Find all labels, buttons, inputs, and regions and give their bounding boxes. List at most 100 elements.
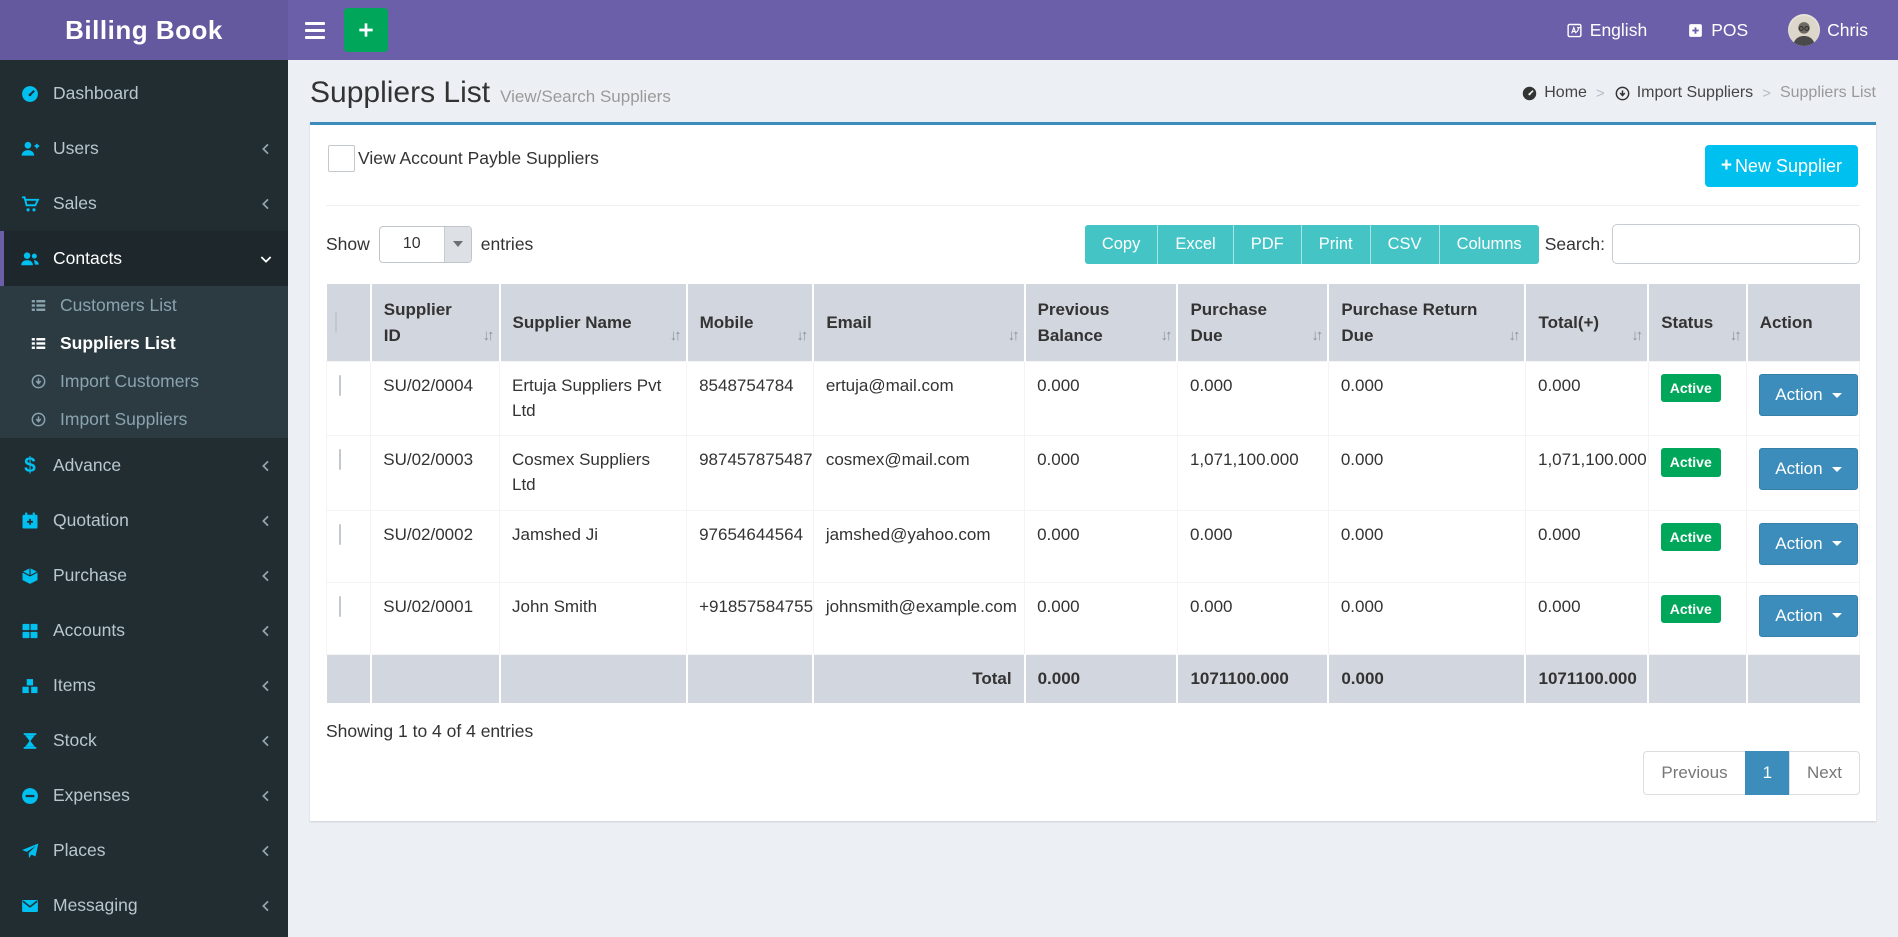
sidebar-item-import-customers[interactable]: Import Customers xyxy=(0,362,288,400)
sidebar-item-label: Places xyxy=(53,840,106,860)
top-navbar: Billing Book English POS xyxy=(0,0,1898,60)
page-title-wrap: Suppliers List View/Search Suppliers xyxy=(310,76,671,110)
select-all-checkbox[interactable] xyxy=(334,311,337,333)
print-button[interactable]: Print xyxy=(1301,224,1371,264)
sidebar-item-sales[interactable]: Sales xyxy=(0,176,288,231)
paper-plane-icon xyxy=(22,843,39,858)
csv-button[interactable]: CSV xyxy=(1370,224,1440,264)
sidebar-item-contacts[interactable]: Contacts xyxy=(0,231,288,286)
pos-button[interactable]: POS xyxy=(1687,20,1748,41)
entries-label: entries xyxy=(480,233,534,254)
table-info: Showing 1 to 4 of 4 entries xyxy=(326,720,534,741)
action-dropdown-button[interactable]: Action xyxy=(1759,522,1858,565)
cell-email: ertuja@mail.com xyxy=(812,360,1026,437)
sidebar-item-suppliers-list[interactable]: Suppliers List xyxy=(0,324,288,362)
sidebar-item-items[interactable]: Items xyxy=(0,658,288,713)
search-input[interactable] xyxy=(1612,224,1860,264)
sidebar-item-dashboard[interactable]: Dashboard xyxy=(0,66,288,121)
list-icon xyxy=(31,299,46,311)
sidebar-item-advance[interactable]: $ Advance xyxy=(0,438,288,493)
cell-purchase-due: 0.000 xyxy=(1176,509,1329,583)
column-header-status[interactable]: Status ↓↑ xyxy=(1648,284,1748,362)
column-header-mobile[interactable]: Mobile ↓↑ xyxy=(686,284,815,362)
column-header-purchase-due[interactable]: Purchase Due ↓↑ xyxy=(1177,284,1330,362)
sidebar-item-stock[interactable]: Stock xyxy=(0,713,288,768)
breadcrumb-home[interactable]: Home xyxy=(1521,84,1587,102)
sidebar-item-expenses[interactable]: Expenses xyxy=(0,768,288,823)
cell-email: johnsmith@example.com xyxy=(812,581,1026,655)
content-area: Suppliers List View/Search Suppliers Home… xyxy=(288,60,1898,937)
breadcrumb-current: Suppliers List xyxy=(1779,84,1876,101)
cell-mobile: +91857584755 xyxy=(686,581,814,655)
sidebar-item-quotation[interactable]: Quotation xyxy=(0,493,288,548)
cell-purchase-return-due: 0.000 xyxy=(1327,360,1526,437)
cell-supplier-name: John Smith xyxy=(498,581,688,655)
sidebar-item-label: Items xyxy=(53,675,96,695)
sort-icon: ↓↑ xyxy=(1729,326,1742,344)
hourglass-icon xyxy=(23,732,37,749)
grid-icon xyxy=(22,623,38,638)
payable-suppliers-checkbox[interactable] xyxy=(328,145,355,172)
sidebar-item-users[interactable]: Users xyxy=(0,121,288,176)
sort-icon: ↓↑ xyxy=(796,326,808,344)
new-supplier-button[interactable]: + New Supplier xyxy=(1704,145,1858,187)
language-menu[interactable]: English xyxy=(1566,20,1647,41)
table-row: SU/02/0001 John Smith +91857584755 johns… xyxy=(325,581,1860,655)
chevron-left-icon xyxy=(262,460,269,471)
sidebar-item-purchase[interactable]: Purchase xyxy=(0,548,288,603)
column-header-purchase-return-due[interactable]: Purchase Return Due ↓↑ xyxy=(1328,284,1527,362)
pagination-next-button[interactable]: Next xyxy=(1789,750,1860,795)
cell-purchase-return-due: 0.000 xyxy=(1327,581,1526,655)
table-controls-row: Show 10 entries Copy Excel PDF Print CSV… xyxy=(326,206,1860,278)
pagination-previous-button[interactable]: Previous xyxy=(1643,750,1746,795)
sidebar-item-label: Users xyxy=(53,138,99,158)
row-checkbox[interactable] xyxy=(339,375,341,396)
columns-button[interactable]: Columns xyxy=(1439,224,1539,264)
breadcrumb-import-suppliers[interactable]: Import Suppliers xyxy=(1614,84,1753,102)
export-button-group: Copy Excel PDF Print CSV Columns xyxy=(1084,224,1539,264)
column-header-supplier-name[interactable]: Supplier Name ↓↑ xyxy=(499,284,688,362)
cube-icon xyxy=(22,567,38,584)
quick-add-button[interactable] xyxy=(344,8,388,52)
row-checkbox[interactable] xyxy=(339,595,341,617)
breadcrumb-separator: > xyxy=(1762,84,1771,102)
excel-button[interactable]: Excel xyxy=(1158,224,1234,264)
sidebar-item-import-suppliers[interactable]: Import Suppliers xyxy=(0,400,288,438)
sidebar-toggle-button[interactable] xyxy=(292,0,338,60)
app-logo[interactable]: Billing Book xyxy=(0,0,288,60)
action-dropdown-button[interactable]: Action xyxy=(1759,594,1858,637)
row-checkbox[interactable] xyxy=(339,449,341,471)
sidebar-item-customers-list[interactable]: Customers List xyxy=(0,286,288,324)
user-menu[interactable]: Chris xyxy=(1788,14,1868,46)
cell-supplier-id: SU/02/0003 xyxy=(370,435,500,511)
cell-previous-balance: 0.000 xyxy=(1024,581,1178,655)
status-badge: Active xyxy=(1660,374,1721,403)
sidebar-item-places[interactable]: Places xyxy=(0,823,288,878)
page-subtitle: View/Search Suppliers xyxy=(500,87,671,106)
copy-button[interactable]: Copy xyxy=(1084,224,1159,264)
column-header-previous-balance[interactable]: Previous Balance ↓↑ xyxy=(1024,284,1179,362)
cart-icon xyxy=(22,195,40,211)
user-avatar xyxy=(1788,14,1821,46)
column-header-total[interactable]: Total(+) ↓↑ xyxy=(1525,284,1650,362)
submenu-item-label: Suppliers List xyxy=(60,333,176,353)
action-dropdown-button[interactable]: Action xyxy=(1759,448,1858,491)
sidebar-item-messaging[interactable]: Messaging xyxy=(0,878,288,933)
page-length-select[interactable]: 10 xyxy=(378,225,472,263)
search-label: Search: xyxy=(1544,233,1605,254)
table-row: SU/02/0004 Ertuja Suppliers Pvt Ltd 8548… xyxy=(325,360,1860,437)
pagination-page-1-button[interactable]: 1 xyxy=(1744,750,1791,795)
avatar-face-icon xyxy=(1789,16,1820,46)
cubes-icon xyxy=(21,677,39,694)
row-checkbox[interactable] xyxy=(339,523,341,545)
caret-down-icon xyxy=(1831,613,1842,619)
action-dropdown-button[interactable]: Action xyxy=(1759,374,1858,416)
import-arrow-circle-icon xyxy=(31,374,46,388)
column-header-supplier-id[interactable]: Supplier ID ↓↑ xyxy=(370,284,501,362)
show-label: Show xyxy=(326,233,370,254)
chevron-left-icon xyxy=(262,570,269,581)
sidebar-item-accounts[interactable]: Accounts xyxy=(0,603,288,658)
column-header-email[interactable]: Email ↓↑ xyxy=(813,284,1026,362)
pdf-button[interactable]: PDF xyxy=(1233,224,1302,264)
cell-purchase-due: 0.000 xyxy=(1176,360,1329,437)
